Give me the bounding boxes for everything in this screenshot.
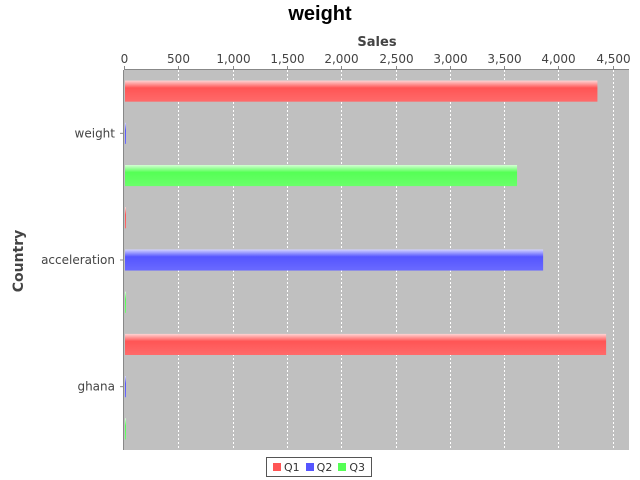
bar [125, 165, 518, 187]
x-tick-label: 1,000 [216, 52, 250, 66]
legend-item-q3: Q3 [338, 461, 365, 474]
bar [125, 291, 126, 313]
legend-label-q1: Q1 [283, 460, 300, 474]
x-tick-label: 3,000 [433, 52, 467, 66]
bars [125, 80, 607, 440]
y-axis: weight acceleration ghana [41, 126, 124, 394]
y-tick-label: ghana [77, 380, 115, 394]
bar [125, 333, 607, 355]
x-axis: 0 500 1,000 1,500 2,000 2,500 3,000 3,500 4,000 4… [121, 52, 631, 70]
x-tick-label: 500 [167, 52, 190, 66]
x-axis-label: Sales [357, 35, 396, 50]
legend-item-q2: Q2 [305, 460, 333, 474]
legend-item-q1: Q1 [272, 460, 300, 474]
x-tick-label: 1,500 [270, 52, 304, 66]
chart-title: weight [287, 3, 352, 25]
legend-label-q2: Q2 [316, 460, 333, 474]
legend-swatch-q1 [272, 463, 281, 471]
bar [125, 207, 126, 229]
bar [125, 80, 598, 102]
bar [125, 122, 126, 144]
bar [125, 376, 126, 398]
y-tick-label: weight [75, 126, 116, 140]
bar [125, 249, 544, 271]
x-tick-label: 4,000 [541, 52, 575, 66]
legend-swatch-q2 [305, 463, 314, 471]
x-tick-label: 0 [121, 52, 129, 66]
legend: Q1 Q2 Q3 [266, 457, 372, 477]
bar [125, 418, 126, 440]
x-tick-label: 2,500 [379, 52, 413, 66]
x-tick-label: 2,000 [324, 52, 358, 66]
x-tick-label: 4,500 [596, 52, 630, 66]
y-axis-label: Country [11, 230, 27, 293]
y-tick-label: acceleration [41, 253, 115, 267]
legend-swatch-q3 [338, 463, 347, 471]
x-tick-label: 3,500 [487, 52, 521, 66]
legend-label-q3: Q3 [349, 460, 365, 474]
